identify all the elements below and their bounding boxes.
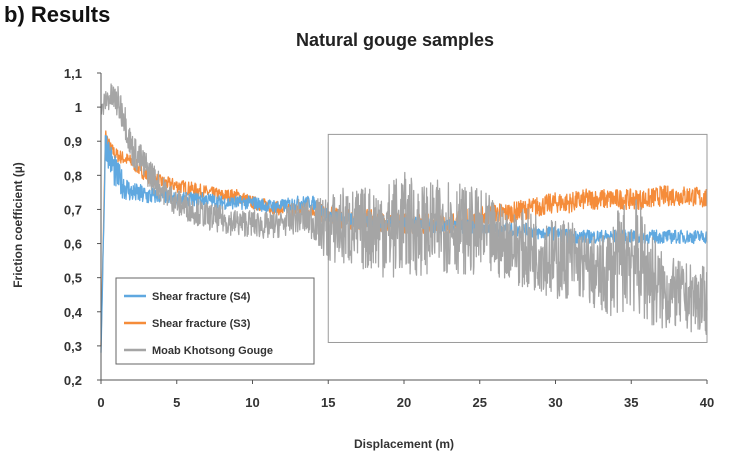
legend-box: [115, 277, 315, 365]
ticks-layer: 0 5 10 15 20 25 30 35 40 0,2 0,3 0,4 0,5 0,6 0,7 0,8 0,9…: [64, 66, 714, 410]
y-tick-label: 0,8: [64, 168, 82, 183]
zoom-box: [327, 133, 708, 343]
y-axis-label: Friction coefficient (µ): [11, 162, 25, 288]
legend-label-2: Shear fracture (S3): [152, 318, 251, 330]
x-tick-label: 10: [245, 395, 259, 410]
y-tick-label: 0,3: [64, 339, 82, 354]
legend: Shear fracture (S4) Shear fracture (S3) Mo…: [115, 277, 315, 365]
x-axis-label: Displacement (m): [354, 437, 454, 451]
y-tick-label: 1: [75, 100, 82, 115]
y-tick-label: 0,6: [64, 237, 82, 252]
x-tick-label: 15: [321, 395, 335, 410]
x-tick-label: 25: [473, 395, 487, 410]
x-tick-label: 20: [397, 395, 411, 410]
x-tick-label: 30: [548, 395, 562, 410]
legend-label-3: Moab Khotsong Gouge: [152, 345, 273, 357]
panel-label: b) Results: [4, 2, 111, 27]
y-tick-label: 0,5: [64, 271, 82, 286]
x-tick-label: 5: [173, 395, 180, 410]
y-tick-label: 0,2: [64, 373, 82, 388]
y-tick-label: 1,1: [64, 66, 82, 81]
x-tick-label: 40: [700, 395, 714, 410]
series-layer: [100, 83, 708, 353]
legend-label-1: Shear fracture (S4): [152, 291, 251, 303]
chart-title: Natural gouge samples: [295, 30, 495, 50]
series-line-3: [100, 83, 708, 335]
x-tick-label: 0: [97, 395, 104, 410]
y-tick-label: 0,7: [64, 202, 82, 217]
y-tick-label: 0,4: [64, 305, 83, 320]
y-tick-label: 0,9: [64, 134, 82, 149]
x-tick-label: 35: [624, 395, 638, 410]
